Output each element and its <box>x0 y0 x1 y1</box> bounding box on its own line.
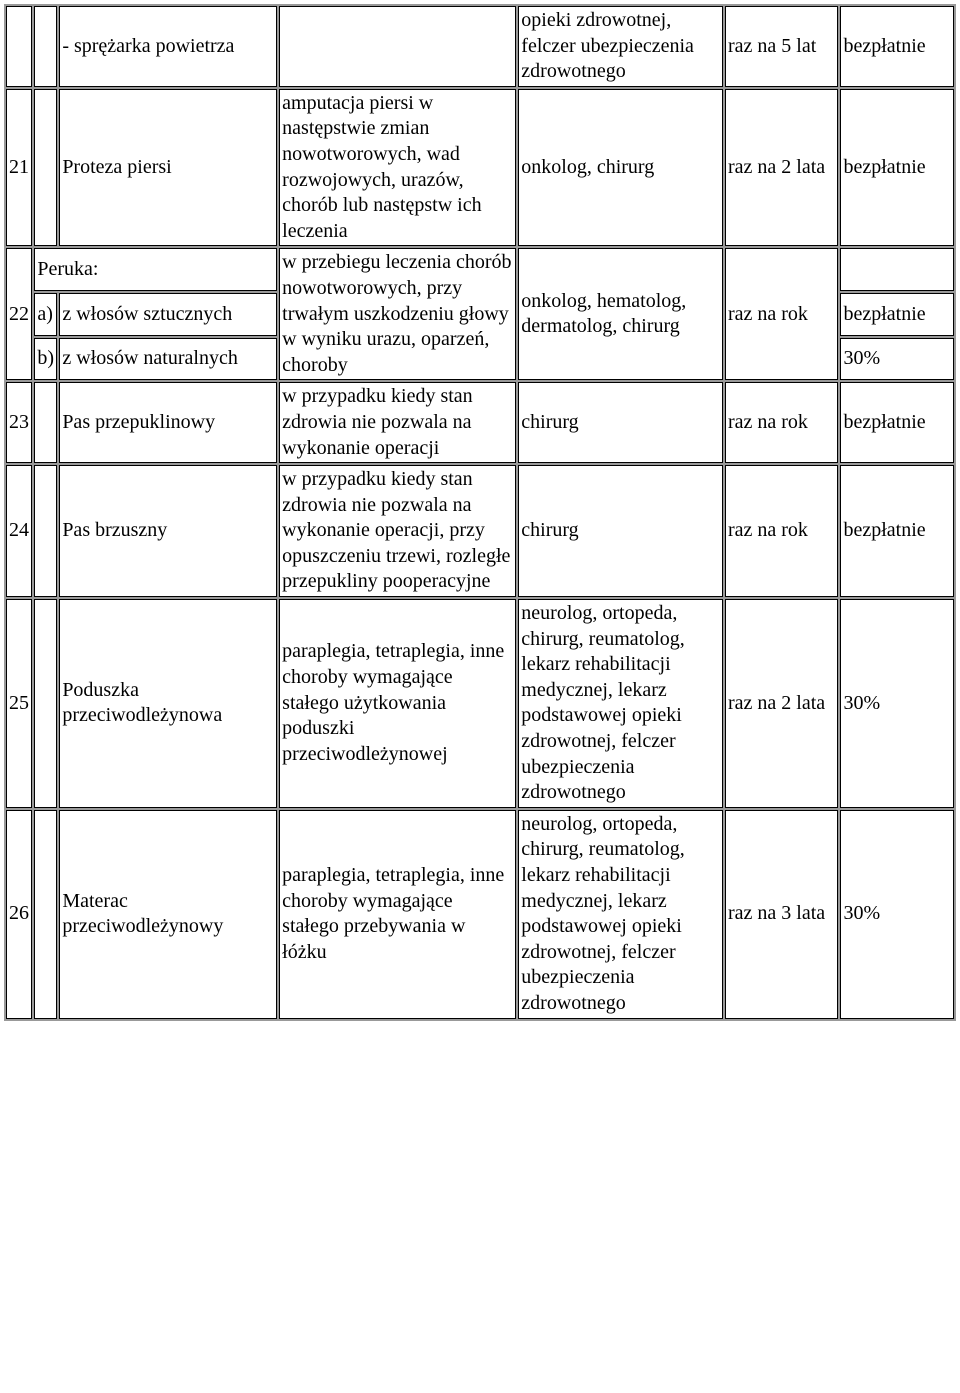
row-number: 22 <box>6 248 32 380</box>
item-name: Poduszka przeciwodleżynowa <box>59 599 277 808</box>
item-name: Pas brzuszny <box>59 465 277 597</box>
table-row: 23 Pas przepuklinowy w przypadku kiedy s… <box>6 382 954 463</box>
row-sub <box>34 599 57 808</box>
frequency: raz na 5 lat <box>725 6 838 87</box>
frequency: raz na rok <box>725 382 838 463</box>
payment: bezpłatnie <box>840 382 954 463</box>
indication: w przebiegu leczenia chorób nowotworowyc… <box>279 248 516 380</box>
table-row: 25 Poduszka przeciwodleżynowa paraplegia… <box>6 599 954 808</box>
table-row: 24 Pas brzuszny w przypadku kiedy stan z… <box>6 465 954 597</box>
item-name: Peruka: <box>34 248 277 291</box>
frequency: raz na rok <box>725 465 838 597</box>
indication: amputacja piersi w następstwie zmian now… <box>279 89 516 247</box>
table-row: 22 Peruka: w przebiegu leczenia chorób n… <box>6 248 954 291</box>
table-row: - sprężarka powietrza opieki zdrowotnej,… <box>6 6 954 87</box>
doctor: neurolog, ortopeda, chirurg, reumatolog,… <box>518 810 723 1019</box>
row-sub <box>34 89 57 247</box>
doctor: onkolog, chirurg <box>518 89 723 247</box>
indication: paraplegia, tetraplegia, inne choroby wy… <box>279 810 516 1019</box>
doctor: opieki zdrowotnej, felczer ubezpieczenia… <box>518 6 723 87</box>
item-name: z włosów naturalnych <box>59 338 277 381</box>
row-number: 23 <box>6 382 32 463</box>
item-name: - sprężarka powietrza <box>59 6 277 87</box>
indication: w przypadku kiedy stan zdrowia nie pozwa… <box>279 465 516 597</box>
row-sub <box>34 810 57 1019</box>
indication <box>279 6 516 87</box>
table-row: 21 Proteza piersi amputacja piersi w nas… <box>6 89 954 247</box>
row-sub <box>34 6 57 87</box>
payment <box>840 248 954 291</box>
row-number: 26 <box>6 810 32 1019</box>
table-row: 26 Materac przeciwodleżynowy paraplegia,… <box>6 810 954 1019</box>
frequency: raz na 3 lata <box>725 810 838 1019</box>
indication: w przypadku kiedy stan zdrowia nie pozwa… <box>279 382 516 463</box>
item-name: Proteza piersi <box>59 89 277 247</box>
row-sub: b) <box>34 338 57 381</box>
row-number: 21 <box>6 89 32 247</box>
doctor: onkolog, hematolog, dermatolog, chirurg <box>518 248 723 380</box>
payment: bezpłatnie <box>840 6 954 87</box>
item-name: Materac przeciwodleżynowy <box>59 810 277 1019</box>
medical-supplies-table: - sprężarka powietrza opieki zdrowotnej,… <box>4 4 956 1021</box>
row-sub <box>34 465 57 597</box>
payment: 30% <box>840 599 954 808</box>
doctor: neurolog, ortopeda, chirurg, reumatolog,… <box>518 599 723 808</box>
row-number: 24 <box>6 465 32 597</box>
payment: 30% <box>840 338 954 381</box>
doctor: chirurg <box>518 382 723 463</box>
row-number: 25 <box>6 599 32 808</box>
doctor: chirurg <box>518 465 723 597</box>
item-name: Pas przepuklinowy <box>59 382 277 463</box>
row-number <box>6 6 32 87</box>
payment: 30% <box>840 810 954 1019</box>
payment: bezpłatnie <box>840 89 954 247</box>
row-sub <box>34 382 57 463</box>
frequency: raz na 2 lata <box>725 89 838 247</box>
frequency: raz na 2 lata <box>725 599 838 808</box>
row-sub: a) <box>34 293 57 336</box>
item-name: z włosów sztucznych <box>59 293 277 336</box>
frequency: raz na rok <box>725 248 838 380</box>
indication: paraplegia, tetraplegia, inne choroby wy… <box>279 599 516 808</box>
payment: bezpłatnie <box>840 293 954 336</box>
payment: bezpłatnie <box>840 465 954 597</box>
